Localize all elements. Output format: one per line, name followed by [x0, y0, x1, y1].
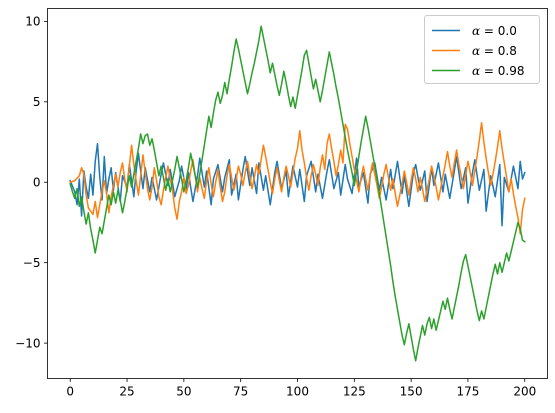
legend-label-2: α = 0.98	[472, 64, 525, 78]
y-tick-label: −10	[15, 336, 40, 350]
series-layer	[69, 25, 526, 362]
y-tick-label: −5	[23, 256, 41, 270]
x-tick-label: 125	[343, 385, 366, 399]
legend-label-1: α = 0.8	[472, 44, 517, 58]
y-tick-label: 5	[33, 95, 41, 109]
x-tick-label: 25	[119, 385, 134, 399]
x-tick-label: 175	[457, 385, 480, 399]
legend-label-0: α = 0.0	[472, 24, 517, 38]
x-tick-label: 0	[66, 385, 74, 399]
x-tick-label: 75	[233, 385, 248, 399]
x-axis: 0 25 50 75 100 125 150 175 200	[66, 378, 536, 399]
x-tick-label: 200	[513, 385, 536, 399]
y-tick-label: 10	[25, 15, 40, 29]
series-line-1	[69, 121, 526, 235]
legend-box	[424, 15, 540, 84]
y-tick-label: 0	[33, 175, 41, 189]
x-tick-label: 150	[400, 385, 423, 399]
x-tick-label: 50	[176, 385, 191, 399]
x-tick-label: 100	[286, 385, 309, 399]
series-line-2	[69, 25, 526, 362]
legend: α = 0.0 α = 0.8 α = 0.98	[424, 15, 540, 84]
y-axis: −10 −5 0 5 10	[15, 15, 48, 350]
